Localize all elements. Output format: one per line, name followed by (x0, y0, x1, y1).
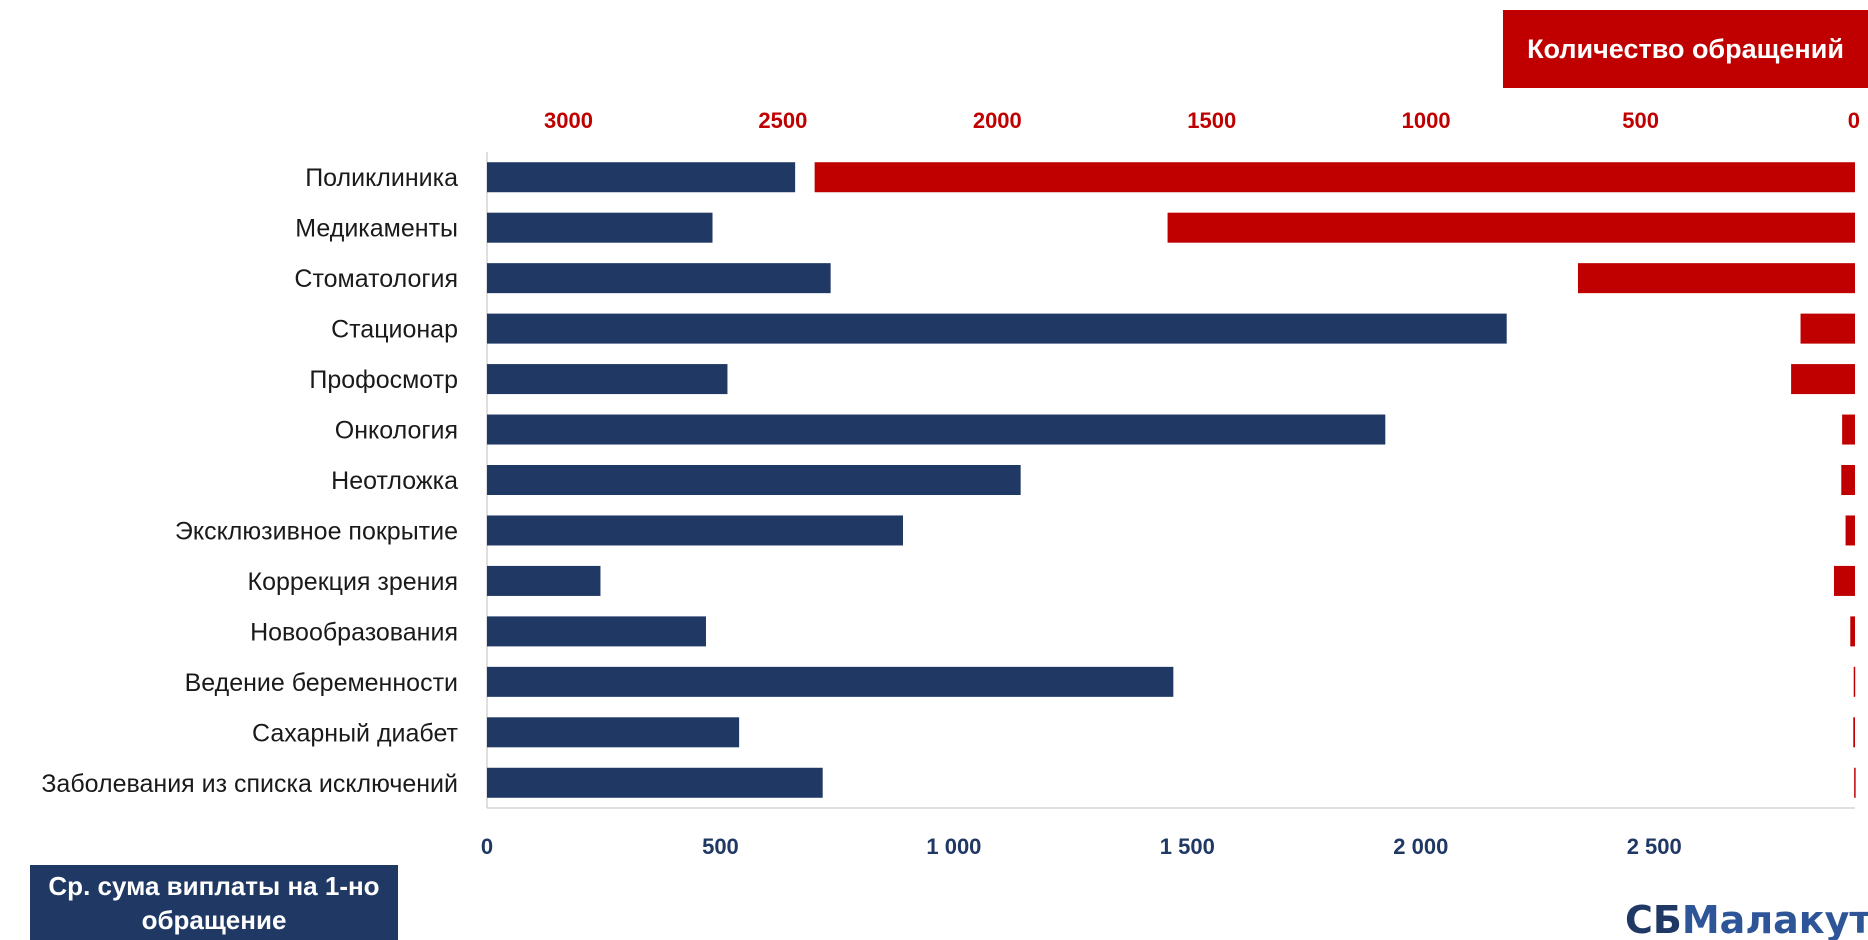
count-bar (1577, 263, 1855, 294)
count-bar (1845, 515, 1855, 546)
count-bar (1800, 313, 1855, 344)
avg-payment-bar (487, 565, 601, 596)
avg-payment-bar (487, 263, 831, 294)
bottom-tick-label: 1 500 (1160, 834, 1215, 859)
avg-payment-bar (487, 616, 706, 647)
category-label: Стоматология (294, 265, 458, 293)
count-bar (1791, 364, 1855, 395)
top-tick-label: 1500 (1187, 108, 1236, 133)
logo-part-2: Малакут (1681, 898, 1868, 940)
count-bar (1854, 767, 1856, 798)
category-label: Ведение беременности (185, 669, 458, 697)
bottom-tick-label: 2 500 (1627, 834, 1682, 859)
category-label: Медикаменты (295, 215, 458, 243)
bottom-tick-label: 2 000 (1393, 834, 1448, 859)
category-label: Коррекция зрения (248, 568, 458, 596)
bottom-tick-label: 1 000 (926, 834, 981, 859)
avg-payment-legend-badge: Ср. сума виплаты на 1-но обращение (30, 865, 398, 940)
category-label: Заболевания из списка исключений (41, 770, 458, 798)
count-bar (1850, 616, 1855, 647)
count-bar (1842, 414, 1855, 445)
avg-payment-bar (487, 465, 1021, 495)
count-bar (1853, 666, 1856, 697)
avg-payment-bar (487, 767, 823, 798)
top-tick-label: 500 (1622, 108, 1659, 133)
count-bar (1833, 565, 1855, 596)
avg-payment-bar (487, 212, 713, 243)
avg-payment-bar (487, 364, 728, 395)
category-label: Сахарный диабет (252, 719, 459, 747)
logo-part-1: СБ (1625, 898, 1682, 940)
count-bar (1167, 212, 1855, 243)
count-bar (1841, 465, 1855, 495)
top-tick-label: 3000 (544, 108, 593, 133)
count-bar (1853, 717, 1855, 748)
top-tick-label: 0 (1848, 108, 1860, 133)
avg-payment-bar (487, 414, 1386, 445)
bottom-tick-label: 500 (702, 834, 739, 859)
category-label: Поликлиника (305, 164, 458, 192)
category-label: Стационар (331, 316, 458, 344)
category-label: Профосмотр (309, 366, 458, 394)
avg-payment-bar (487, 717, 740, 748)
category-label: Новообразования (250, 618, 458, 646)
company-logo: СБМалакут (1625, 898, 1868, 940)
top-tick-label: 1000 (1402, 108, 1451, 133)
avg-payment-bar (487, 515, 904, 546)
avg-payment-bar (487, 162, 796, 193)
avg-payment-bar (487, 313, 1507, 344)
avg-payment-bar (487, 666, 1174, 697)
category-label: Онкология (335, 417, 458, 445)
bottom-tick-label: 0 (481, 834, 493, 859)
count-bar (814, 162, 1856, 193)
top-tick-label: 2000 (973, 108, 1022, 133)
top-tick-label: 2500 (758, 108, 807, 133)
category-label: Эксклюзивное покрытие (175, 517, 458, 545)
count-legend-badge: Количество обращений (1503, 10, 1868, 88)
category-label: Неотложка (331, 467, 458, 495)
